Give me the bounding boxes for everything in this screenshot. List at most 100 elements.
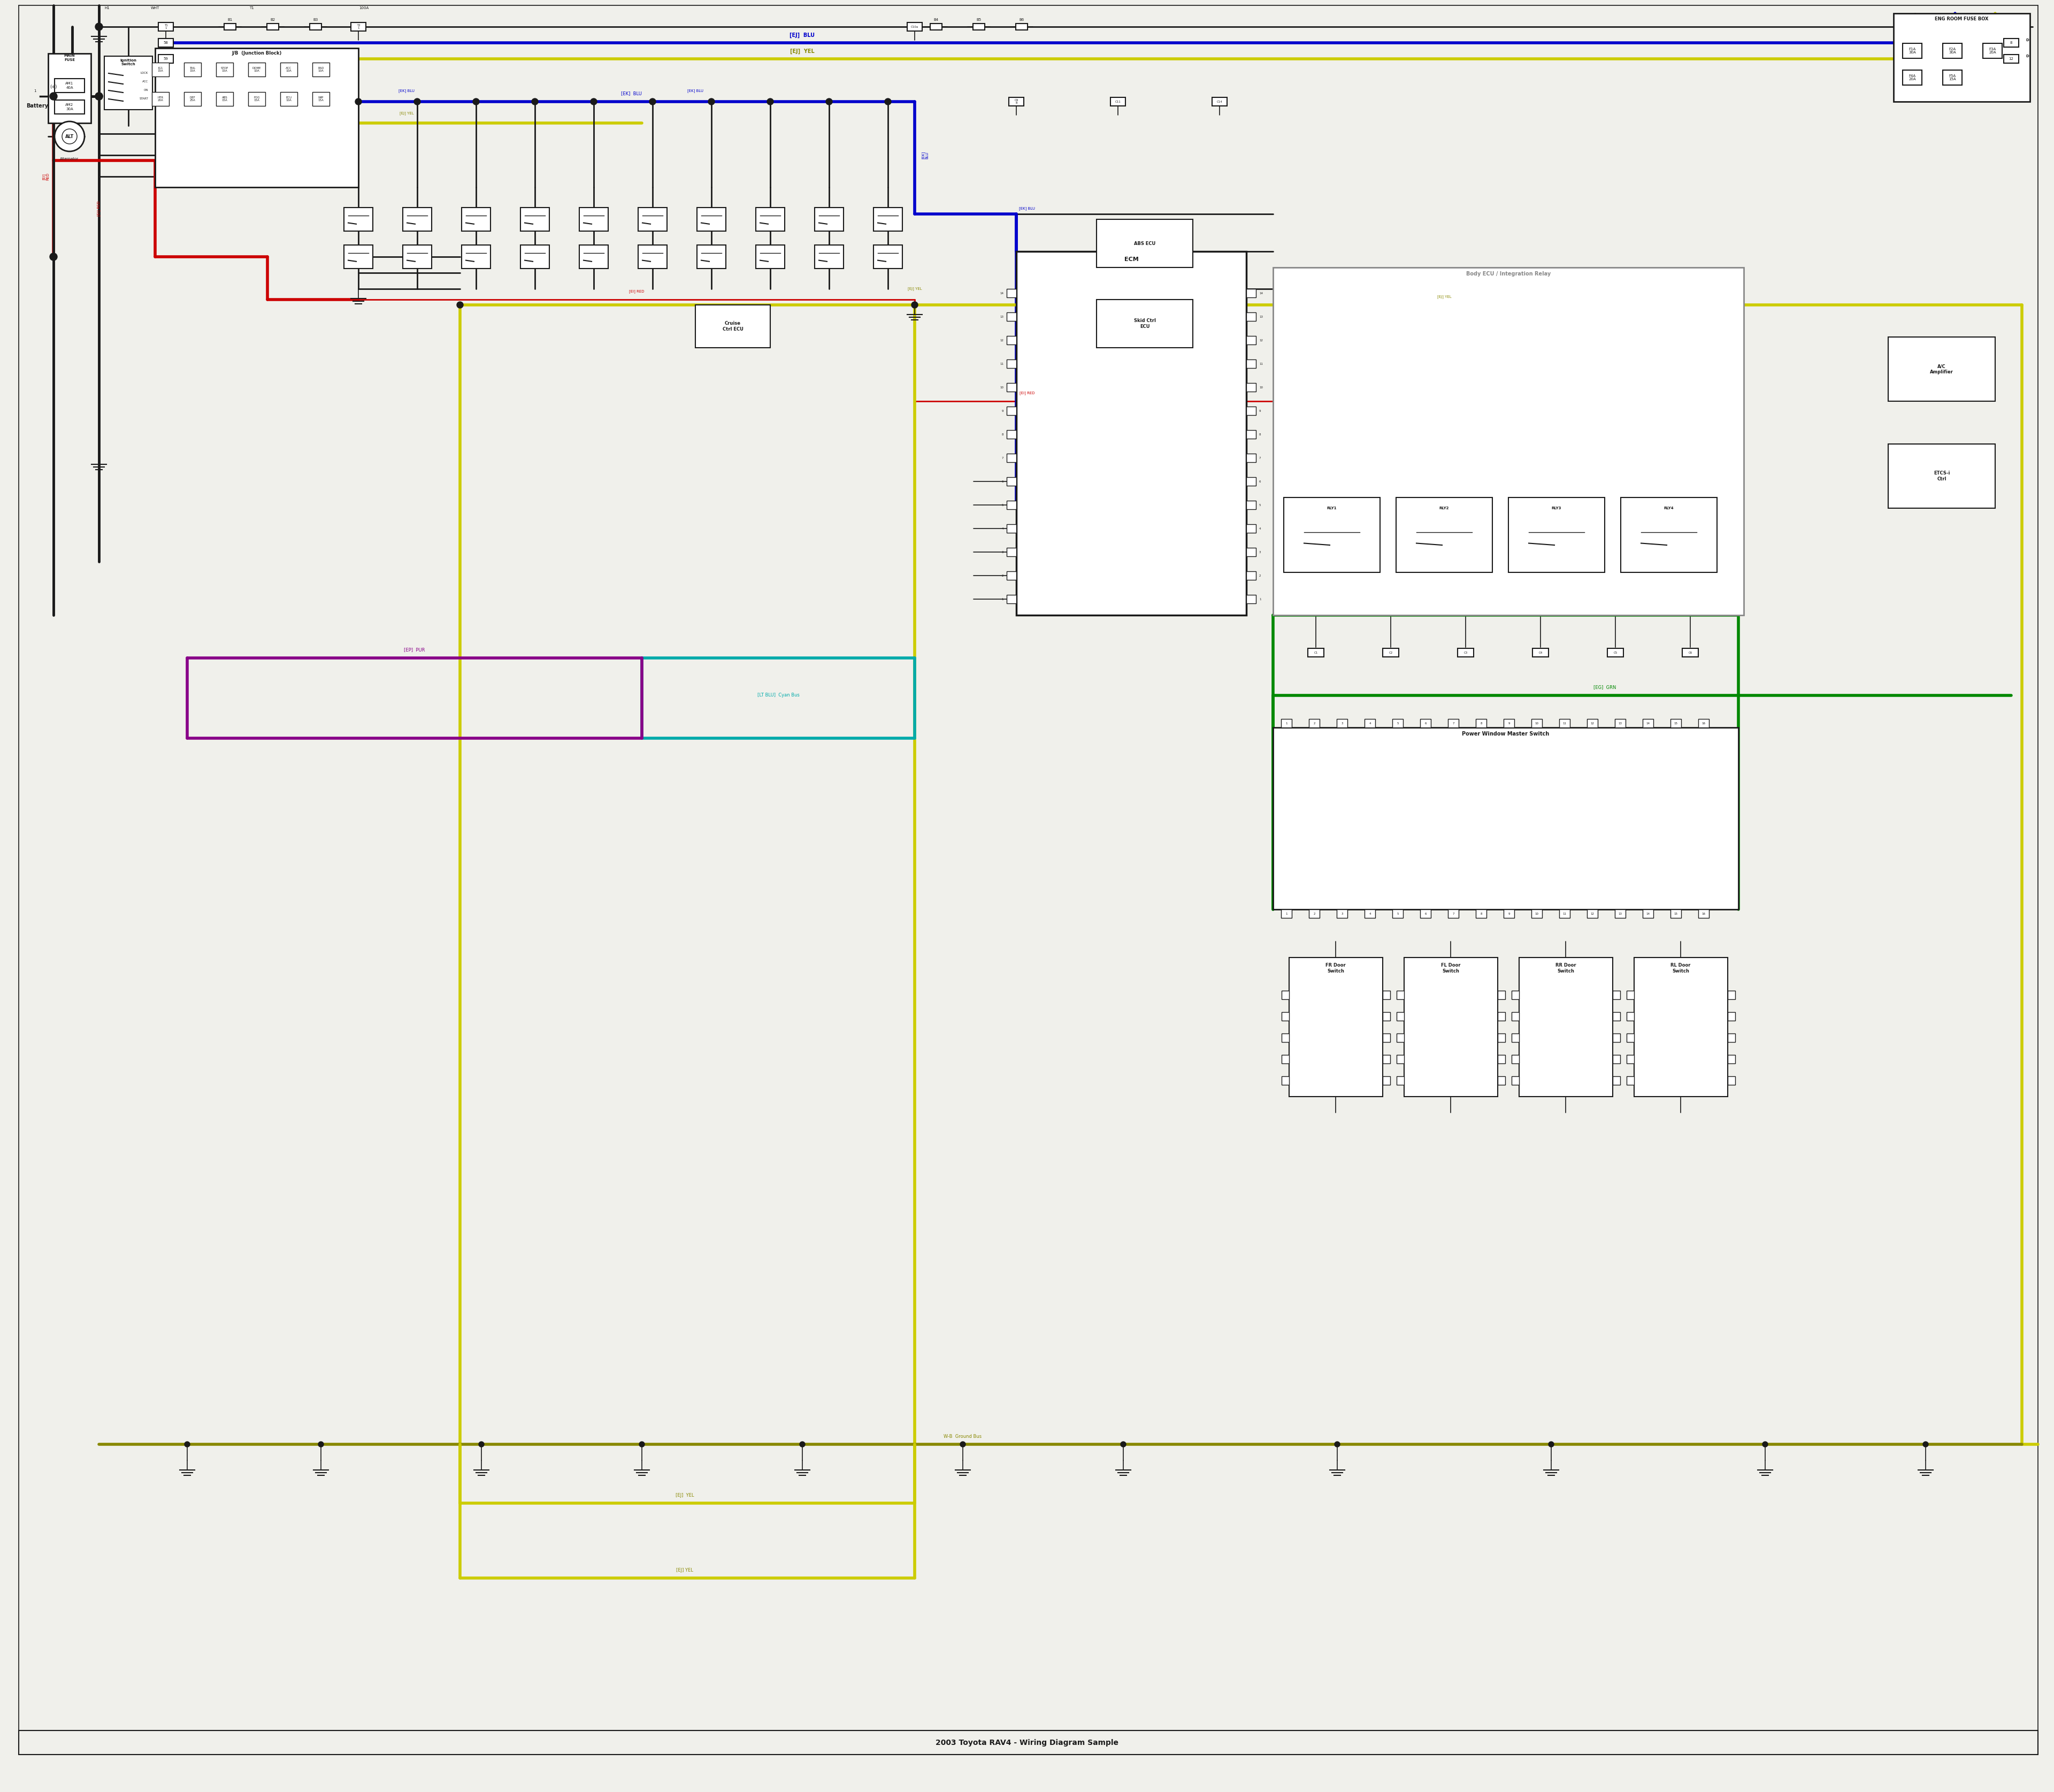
Text: [EK]  BLU: [EK] BLU bbox=[620, 91, 641, 97]
Text: A/C
Amplifier: A/C Amplifier bbox=[1931, 364, 1953, 375]
Circle shape bbox=[55, 122, 84, 151]
Text: 11: 11 bbox=[1259, 362, 1263, 366]
Text: TAIL
15A: TAIL 15A bbox=[189, 66, 195, 72]
Text: ALT: ALT bbox=[66, 134, 74, 138]
Bar bbox=[639, 208, 668, 231]
Bar bbox=[1247, 572, 1255, 581]
Text: 10: 10 bbox=[1534, 912, 1538, 916]
Bar bbox=[1006, 453, 1017, 462]
Text: 59: 59 bbox=[164, 57, 168, 61]
Circle shape bbox=[472, 99, 479, 106]
Text: WHT: WHT bbox=[150, 7, 160, 9]
Bar bbox=[1475, 719, 1487, 728]
Circle shape bbox=[709, 99, 715, 106]
Bar bbox=[1612, 1077, 1621, 1084]
Bar bbox=[1458, 649, 1473, 658]
Bar bbox=[312, 91, 329, 106]
Bar bbox=[1902, 70, 1923, 84]
Bar bbox=[1612, 1034, 1621, 1041]
Text: [EG]  GRN: [EG] GRN bbox=[1594, 685, 1616, 690]
Bar bbox=[1006, 312, 1017, 321]
Bar bbox=[185, 63, 201, 77]
Bar bbox=[1111, 97, 1126, 106]
Text: 2003 Toyota RAV4 - Wiring Diagram Sample: 2003 Toyota RAV4 - Wiring Diagram Sample bbox=[935, 1738, 1119, 1747]
Bar bbox=[639, 246, 668, 269]
Bar bbox=[756, 208, 785, 231]
Bar bbox=[1637, 520, 1701, 556]
Bar bbox=[1393, 909, 1403, 918]
Circle shape bbox=[318, 1441, 325, 1446]
Bar bbox=[1524, 520, 1588, 556]
Bar bbox=[1282, 991, 1290, 1000]
Text: [EK] BLU: [EK] BLU bbox=[688, 90, 702, 93]
Text: ABS ECU: ABS ECU bbox=[1134, 240, 1156, 246]
Text: ACC
10A: ACC 10A bbox=[286, 66, 292, 72]
Text: F1A
30A: F1A 30A bbox=[1908, 47, 1916, 54]
Text: 12: 12 bbox=[1259, 339, 1263, 342]
Text: [EI] RED: [EI] RED bbox=[1019, 391, 1035, 394]
Text: Alternator: Alternator bbox=[60, 158, 78, 161]
Circle shape bbox=[1762, 1441, 1768, 1446]
Bar bbox=[158, 38, 173, 47]
Circle shape bbox=[1121, 1441, 1126, 1446]
Bar bbox=[1612, 1055, 1621, 1063]
Text: D: D bbox=[2025, 54, 2029, 57]
Bar bbox=[1559, 909, 1569, 918]
Text: [EJ]  YEL: [EJ] YEL bbox=[676, 1493, 694, 1498]
Bar bbox=[1682, 649, 1699, 658]
Text: C6: C6 bbox=[1688, 650, 1692, 654]
Bar bbox=[1497, 1077, 1506, 1084]
Bar bbox=[1532, 909, 1543, 918]
Bar bbox=[1699, 909, 1709, 918]
Bar bbox=[1282, 1055, 1290, 1063]
Text: [EK]
BLU: [EK] BLU bbox=[922, 151, 928, 159]
Bar bbox=[1247, 525, 1255, 532]
Text: FR Door
Switch: FR Door Switch bbox=[1325, 962, 1345, 973]
Bar bbox=[1670, 909, 1680, 918]
Bar bbox=[279, 63, 298, 77]
Bar bbox=[249, 91, 265, 106]
Text: T1: T1 bbox=[249, 7, 255, 9]
Bar bbox=[1006, 430, 1017, 439]
Text: F4A
20A: F4A 20A bbox=[1908, 73, 1916, 81]
Bar bbox=[1621, 498, 1717, 572]
Bar bbox=[520, 246, 548, 269]
Text: DEF
25A: DEF 25A bbox=[189, 97, 195, 102]
Bar bbox=[1475, 909, 1487, 918]
Text: C2: C2 bbox=[1389, 650, 1393, 654]
Circle shape bbox=[1923, 1441, 1929, 1446]
Bar bbox=[696, 246, 725, 269]
Text: ECU
10A: ECU 10A bbox=[286, 97, 292, 102]
Circle shape bbox=[912, 301, 918, 308]
Bar bbox=[1212, 97, 1226, 106]
Bar bbox=[158, 54, 173, 63]
Bar bbox=[55, 79, 84, 93]
Text: 13: 13 bbox=[1000, 315, 1004, 317]
Bar bbox=[1419, 909, 1432, 918]
Bar bbox=[1902, 43, 1923, 59]
Circle shape bbox=[826, 99, 832, 106]
Bar bbox=[1247, 453, 1255, 462]
Text: 13: 13 bbox=[1619, 722, 1623, 724]
Bar bbox=[1290, 957, 1382, 1097]
Bar bbox=[1497, 1034, 1506, 1041]
Bar bbox=[1382, 1012, 1391, 1021]
Text: 10: 10 bbox=[1259, 385, 1263, 389]
Text: F5A
15A: F5A 15A bbox=[1949, 73, 1955, 81]
Circle shape bbox=[639, 1441, 645, 1446]
Text: Battery: Battery bbox=[27, 104, 49, 109]
Bar bbox=[185, 91, 201, 106]
Bar bbox=[1982, 43, 2003, 59]
Text: Power Window Master Switch: Power Window Master Switch bbox=[1462, 731, 1549, 737]
Bar bbox=[1382, 649, 1399, 658]
Bar bbox=[1006, 407, 1017, 416]
Bar bbox=[1397, 1012, 1405, 1021]
Bar bbox=[1017, 23, 1027, 30]
Text: AM2
30A: AM2 30A bbox=[66, 104, 74, 111]
Bar bbox=[1627, 1077, 1635, 1084]
Text: 12: 12 bbox=[1590, 912, 1594, 916]
Text: B2: B2 bbox=[271, 18, 275, 22]
Text: C14: C14 bbox=[1216, 100, 1222, 102]
Bar bbox=[873, 208, 902, 231]
Text: F2A
30A: F2A 30A bbox=[1949, 47, 1955, 54]
